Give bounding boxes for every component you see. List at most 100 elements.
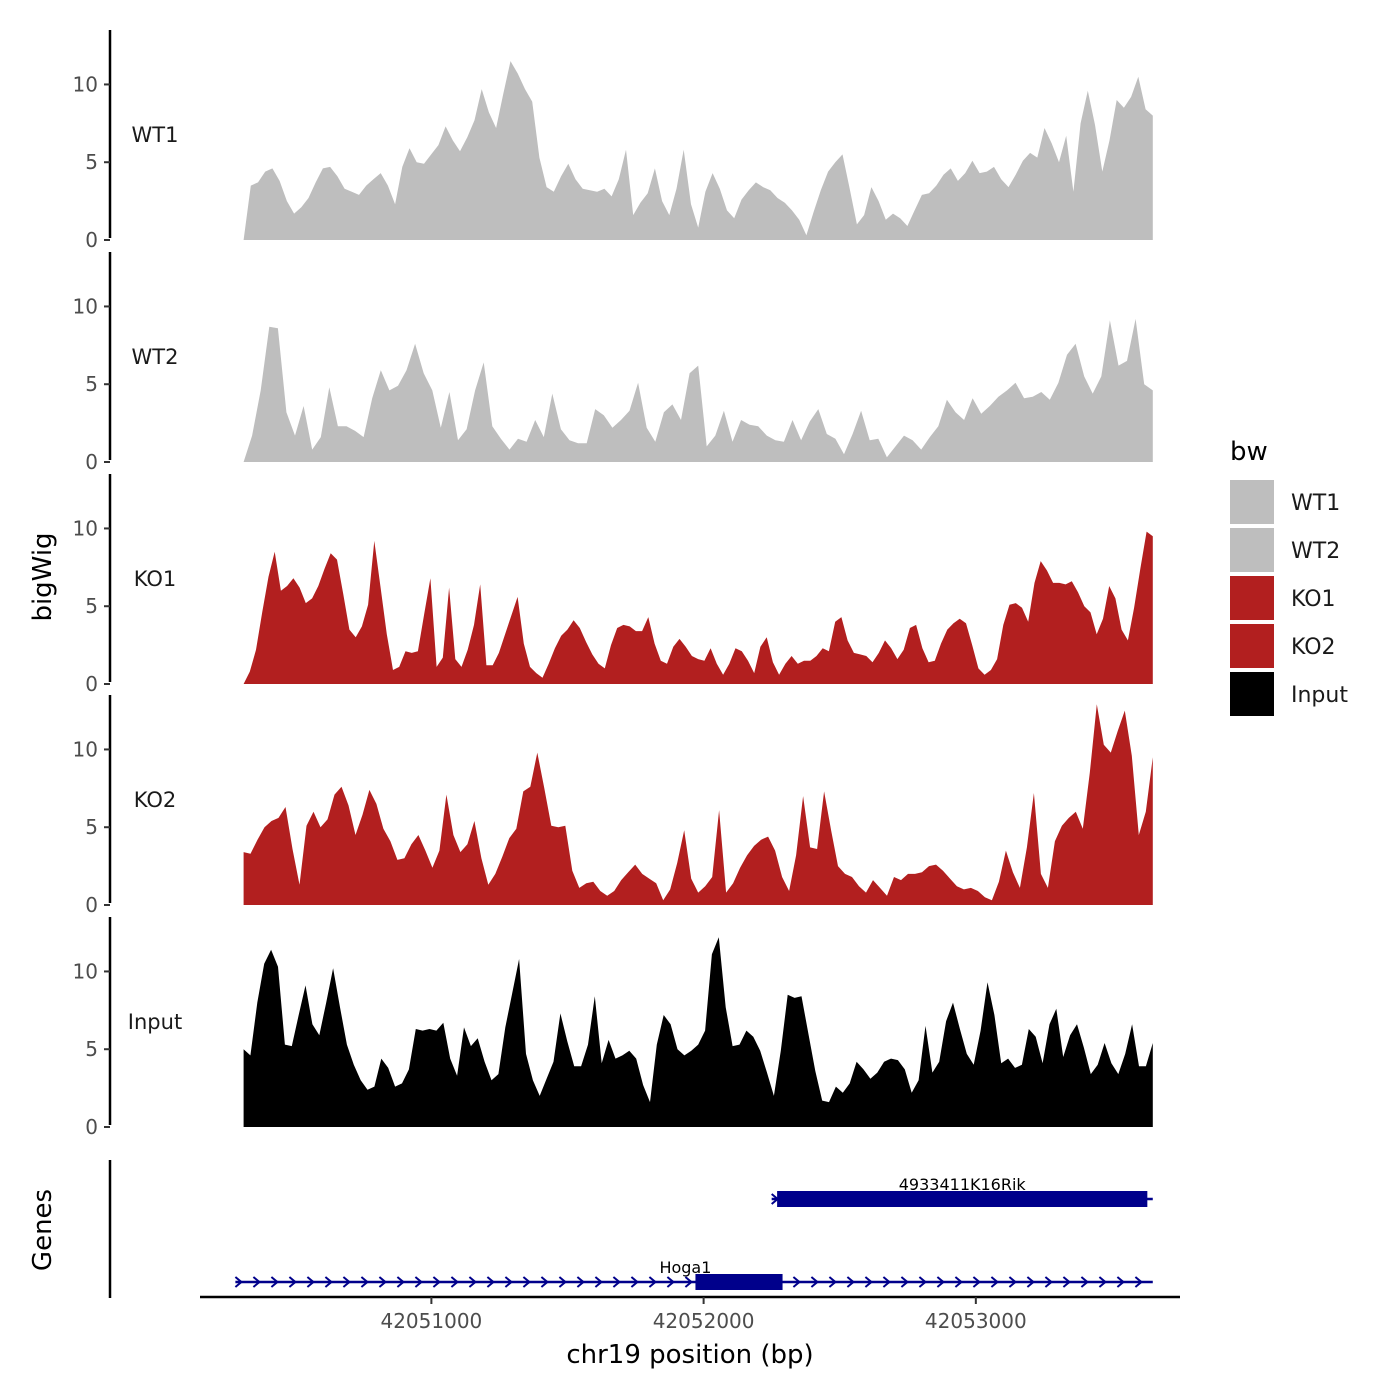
y-tick-label: 5 [85,372,98,396]
y-tick-label: 0 [85,893,98,917]
y-tick-label: 10 [73,959,98,983]
legend-label: KO1 [1291,587,1336,612]
strand-chevron [360,1276,369,1288]
legend-item-input: Input [1230,672,1348,716]
strand-chevron [648,1276,657,1288]
strand-chevron [882,1276,891,1288]
strand-chevron [846,1276,855,1288]
strand-chevron [414,1276,423,1288]
strand-chevron [486,1276,495,1288]
strand-chevron [306,1276,315,1288]
strand-chevron [936,1276,945,1288]
area-wt2 [243,318,1153,462]
legend-label: KO2 [1291,635,1336,660]
area-ko2 [243,704,1153,905]
gene-4933411k16rik: 4933411K16Rik [771,1175,1153,1207]
strand-chevron [324,1276,333,1288]
strand-chevron [558,1276,567,1288]
strand-chevron [972,1276,981,1288]
x-tick-label: 42052000 [653,1309,755,1333]
legend-swatch [1230,672,1274,716]
gene-hoga1: Hoga1 [234,1258,1153,1290]
legend-label: Input [1291,683,1348,708]
strand-chevron [468,1276,477,1288]
strand-chevron [1134,1276,1143,1288]
legend-item-ko2: KO2 [1230,624,1336,668]
strand-chevron [1080,1276,1089,1288]
area-ko1 [243,531,1153,684]
strand-chevron [900,1276,909,1288]
x-axis-title: chr19 position (bp) [566,1340,813,1370]
strand-chevron [252,1276,261,1288]
y-tick-label: 10 [73,737,98,761]
legend-item-wt2: WT2 [1230,528,1340,572]
strand-chevron [810,1276,819,1288]
track-label: WT1 [132,123,179,147]
strand-chevron [1044,1276,1053,1288]
legend: bw WT1 WT2 KO1 KO2 Input [1230,437,1348,716]
y-tick-label: 0 [85,450,98,474]
track-label: Input [128,1010,182,1034]
strand-chevron [576,1276,585,1288]
strand-chevron [234,1276,243,1288]
y-tick-label: 5 [85,815,98,839]
track-wt2: 0 5 10 WT2 [73,252,1153,474]
gene-track: 4933411K16Rik Hoga1 [108,1160,1153,1298]
strand-chevron [270,1276,279,1288]
legend-swatch [1230,528,1274,572]
strand-chevron [1116,1276,1125,1288]
y-tick-label: 5 [85,594,98,618]
y-tick-label: 10 [73,294,98,318]
strand-chevron [1008,1276,1017,1288]
strand-chevron [864,1276,873,1288]
legend-swatch [1230,480,1274,524]
track-ko2: 0 5 10 KO2 [73,695,1153,917]
y-tick-label: 10 [73,72,98,96]
area-input [243,937,1153,1127]
y-tick-label: 0 [85,1115,98,1139]
area-wt1 [243,61,1153,240]
y-tick-label: 5 [85,150,98,174]
y-tick-label: 0 [85,672,98,696]
gene-exon [695,1274,783,1290]
strand-chevron [1098,1276,1107,1288]
strand-chevron [288,1276,297,1288]
y-tick-label: 0 [85,228,98,252]
strand-chevron [396,1276,405,1288]
strand-chevron [522,1276,531,1288]
strand-chevron [666,1276,675,1288]
strand-chevron [1062,1276,1071,1288]
strand-chevron [342,1276,351,1288]
strand-chevron [504,1276,513,1288]
legend-item-ko1: KO1 [1230,576,1336,620]
gene-exon [777,1191,1148,1207]
strand-chevron [450,1276,459,1288]
strand-chevron [792,1276,801,1288]
legend-swatch [1230,576,1274,620]
track-input: 0 5 10 Input [73,917,1153,1139]
strand-chevron [990,1276,999,1288]
track-wt1: 0 5 10 WT1 [73,30,1153,252]
strand-chevron [1026,1276,1035,1288]
signal-tracks: 0 5 10 WT1 0 5 10 WT2 0 5 10 KO1 0 5 10 KO2 0 5 10 Input [73,30,1153,1139]
strand-chevron [918,1276,927,1288]
x-axis: 42051000 42052000 42053000 [200,1295,1180,1333]
strand-chevron [630,1276,639,1288]
strand-chevron [594,1276,603,1288]
legend-label: WT1 [1291,491,1340,516]
x-tick-label: 42051000 [380,1309,482,1333]
strand-chevron [828,1276,837,1288]
legend-title: bw [1230,437,1268,467]
x-tick-label: 42053000 [925,1309,1027,1333]
strand-chevron [540,1276,549,1288]
legend-item-wt1: WT1 [1230,480,1340,524]
y-axis-title: bigWig [28,532,58,621]
legend-label: WT2 [1291,539,1340,564]
gene-label: Hoga1 [659,1258,711,1277]
y-tick-label: 10 [73,516,98,540]
strand-chevron [612,1276,621,1288]
strand-chevron [378,1276,387,1288]
gene-label: 4933411K16Rik [899,1175,1027,1194]
track-ko1: 0 5 10 KO1 [73,474,1153,696]
